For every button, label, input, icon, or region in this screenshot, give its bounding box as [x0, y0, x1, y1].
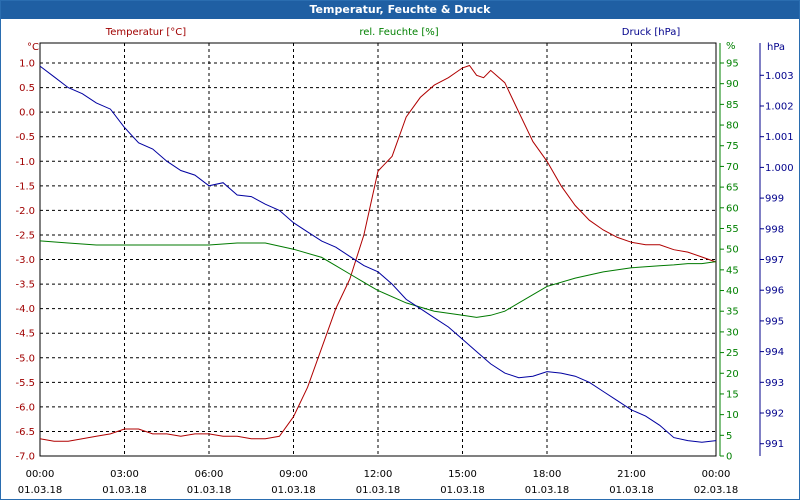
pressure-tick-label: 1.002 — [765, 101, 794, 112]
humidity-tick-label: 80 — [726, 121, 739, 132]
x-tick-date: 01.03.18 — [187, 485, 232, 496]
temperature-tick-label: -5.0 — [15, 353, 35, 364]
humidity-tick-label: 95 — [726, 59, 739, 70]
humidity-tick-label: 65 — [726, 183, 739, 194]
humidity-tick-label: 75 — [726, 141, 739, 152]
pressure-tick-label: 1.001 — [765, 132, 794, 143]
temperature-tick-label: -4.5 — [15, 329, 35, 340]
x-tick-date: 01.03.18 — [271, 485, 316, 496]
x-tick-time: 03:00 — [110, 469, 139, 480]
pressure-tick-label: 994 — [765, 347, 784, 358]
temperature-tick-label: -6.0 — [15, 402, 35, 413]
humidity-tick-label: 40 — [726, 286, 739, 297]
humidity-tick-label: 35 — [726, 307, 739, 318]
pressure-tick-label: 992 — [765, 409, 784, 420]
humidity-tick-label: 60 — [726, 203, 739, 214]
temperature-tick-label: -0.5 — [15, 132, 35, 143]
temperature-tick-label: -4.0 — [15, 304, 35, 315]
pressure-tick-label: 998 — [765, 224, 784, 235]
x-tick-time: 00:00 — [702, 469, 731, 480]
humidity-axis-title: rel. Feuchte [%] — [359, 27, 438, 38]
x-tick-date: 01.03.18 — [609, 485, 654, 496]
temperature-tick-label: -6.5 — [15, 427, 35, 438]
x-tick-time: 00:00 — [26, 469, 55, 480]
temperature-tick-label: -2.0 — [15, 206, 35, 217]
temperature-tick-label: -5.5 — [15, 378, 35, 389]
x-tick-time: 09:00 — [279, 469, 308, 480]
temperature-tick-label: 0.0 — [19, 108, 35, 119]
humidity-tick-label: 10 — [726, 410, 739, 421]
plot-border — [39, 42, 717, 457]
humidity-unit: % — [726, 41, 736, 52]
temperature-tick-label: -1.0 — [15, 157, 35, 168]
pressure-tick-label: 996 — [765, 286, 784, 297]
humidity-tick-label: 55 — [726, 224, 739, 235]
window-title: Temperatur, Feuchte & Druck — [1, 1, 799, 19]
temperature-tick-label: -1.5 — [15, 181, 35, 192]
humidity-tick-label: 15 — [726, 389, 739, 400]
grid — [40, 43, 716, 456]
series-layer — [39, 64, 717, 443]
x-tick-date: 01.03.18 — [18, 485, 63, 496]
temperature-tick-label: -3.5 — [15, 280, 35, 291]
humidity-tick-label: 50 — [726, 245, 739, 256]
pressure-tick-label: 999 — [765, 194, 784, 205]
pressure-tick-label: 991 — [765, 439, 784, 450]
humidity-tick-label: 25 — [726, 348, 739, 359]
temperature-tick-label: -3.0 — [15, 255, 35, 266]
humidity-tick-label: 90 — [726, 79, 739, 90]
pressure-tick-label: 1.000 — [765, 163, 794, 174]
pressure-series-line — [39, 65, 717, 443]
x-tick-date: 01.03.18 — [102, 485, 147, 496]
pressure-tick-label: 995 — [765, 316, 784, 327]
pressure-axis-title: Druck [hPa] — [622, 27, 681, 38]
humidity-tick-label: 5 — [726, 431, 732, 442]
pressure-unit: hPa — [767, 42, 785, 53]
humidity-tick-label: 85 — [726, 100, 739, 111]
x-tick-time: 12:00 — [364, 469, 393, 480]
humidity-tick-label: 70 — [726, 162, 739, 173]
humidity-tick-label: 20 — [726, 369, 739, 380]
temperature-tick-label: -2.5 — [15, 230, 35, 241]
temperature-unit: °C — [27, 42, 39, 53]
x-tick-date: 01.03.18 — [440, 485, 485, 496]
humidity-tick-label: 45 — [726, 265, 739, 276]
humidity-tick-label: 0 — [726, 452, 732, 463]
x-tick-date: 01.03.18 — [356, 485, 401, 496]
x-tick-date: 01.03.18 — [525, 485, 570, 496]
temperature-tick-label: 0.5 — [19, 83, 35, 94]
axes — [39, 42, 764, 457]
x-tick-date: 02.03.18 — [694, 485, 739, 496]
axis-labels: 00:00 01.03.18 03:00 01.03.18 06:00 01.03.18 0… — [15, 27, 793, 496]
temperature-tick-label: 1.0 — [19, 59, 35, 70]
x-tick-time: 15:00 — [448, 469, 477, 480]
temperature-axis-title: Temperatur [°C] — [105, 27, 186, 38]
humidity-tick-label: 30 — [726, 327, 739, 338]
x-tick-time: 18:00 — [533, 469, 562, 480]
pressure-tick-label: 993 — [765, 378, 784, 389]
pressure-tick-label: 1.003 — [765, 71, 794, 82]
pressure-tick-label: 997 — [765, 255, 784, 266]
temperature-series-line — [39, 64, 717, 442]
x-tick-time: 06:00 — [195, 469, 224, 480]
x-tick-time: 21:00 — [617, 469, 646, 480]
temperature-tick-label: -7.0 — [15, 452, 35, 463]
humidity-series-line — [39, 240, 717, 318]
